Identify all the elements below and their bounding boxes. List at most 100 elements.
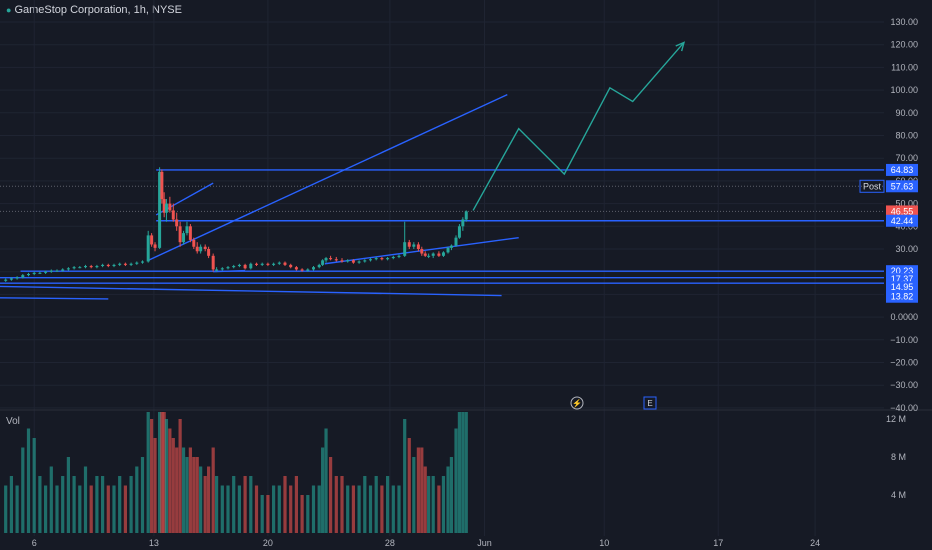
time-axis[interactable]: 6 13 20 28 Jun 10 17 24	[32, 538, 820, 548]
candle-body	[266, 263, 270, 265]
time-tick-label: 13	[149, 538, 159, 548]
volume-bar	[441, 476, 446, 533]
volume-bar	[195, 457, 199, 533]
candle-body	[363, 260, 367, 262]
volume-bar	[407, 438, 411, 533]
volume-bar	[237, 485, 241, 533]
price-tick-label: −40.00	[890, 403, 918, 413]
earnings-icon[interactable]	[643, 396, 657, 410]
volume-bar	[203, 476, 207, 533]
volume-bar	[437, 485, 441, 533]
candle-body	[294, 267, 298, 270]
volume-bar	[4, 485, 8, 533]
candle-body	[386, 258, 390, 260]
trendline[interactable]	[147, 94, 508, 261]
volume-tick-label: 4 M	[891, 490, 906, 500]
candle-body	[192, 239, 196, 247]
candle-body	[55, 270, 59, 272]
volume-bar	[397, 485, 401, 533]
candle-body	[15, 277, 19, 279]
candle-body	[84, 266, 87, 268]
candle-body	[237, 264, 241, 267]
candle-body	[61, 269, 65, 271]
candle-body	[220, 268, 224, 270]
volume-bar	[188, 447, 192, 533]
candle-body	[49, 270, 53, 272]
candle-body	[66, 268, 70, 270]
volume-bar	[118, 476, 122, 533]
candle-body	[243, 264, 247, 269]
volume-bar	[283, 476, 287, 533]
volume-bar	[243, 476, 247, 533]
price-tick-label: −20.00	[890, 358, 918, 368]
volume-bar	[153, 438, 157, 533]
projection-path[interactable]	[472, 41, 686, 211]
candle-body	[89, 266, 93, 268]
horizontal-levels[interactable]	[0, 169, 884, 284]
volume-bar	[72, 476, 76, 533]
trendline[interactable]	[213, 269, 246, 273]
volume-label: Vol	[6, 416, 20, 427]
volume-bar	[160, 412, 164, 533]
level-price-box	[886, 281, 918, 294]
volume-bar	[123, 485, 127, 533]
volume-bar	[26, 428, 31, 533]
candle-body	[4, 279, 8, 281]
candle-body	[164, 203, 168, 213]
candle-body	[427, 255, 431, 257]
post-price-box	[886, 180, 918, 193]
volume-tick-label: 8 M	[891, 452, 906, 462]
volume-bar	[363, 476, 367, 533]
volume-bar	[49, 466, 53, 533]
candles	[4, 167, 468, 282]
volume-bar	[391, 485, 395, 533]
earnings-glyph: E	[647, 399, 652, 408]
candle-body	[72, 267, 76, 269]
volume-bar	[423, 466, 427, 533]
volume-bar	[431, 476, 435, 533]
candle-body	[437, 253, 441, 256]
candle-body	[199, 246, 203, 252]
candle-body	[306, 269, 310, 271]
volume-bar	[220, 485, 224, 533]
candle-body	[312, 267, 315, 270]
candle-body	[44, 271, 48, 273]
trendline[interactable]	[0, 285, 502, 297]
candle-body	[283, 262, 287, 265]
event-markers[interactable]: ⚡ E	[570, 396, 657, 410]
volume-bar	[368, 485, 373, 533]
candle-body	[27, 273, 30, 276]
lightning-icon[interactable]	[570, 396, 584, 410]
price-tick-label: 90.00	[895, 108, 918, 118]
volume-bar	[266, 495, 270, 533]
candle-body	[461, 219, 465, 227]
candle-body	[369, 259, 372, 261]
volume-bar	[334, 476, 338, 533]
price-tick-label: −30.00	[890, 380, 918, 390]
volume-bar	[211, 447, 215, 533]
last-price-box	[886, 205, 918, 218]
volume-bar	[446, 466, 450, 533]
volume-bar	[324, 428, 328, 533]
price-tick-label: 110.00	[891, 62, 918, 72]
candle-body	[153, 244, 157, 248]
volume-bar	[15, 485, 19, 533]
trendlines[interactable]	[0, 94, 519, 300]
volume-bars	[4, 412, 468, 533]
volume-bar	[427, 476, 431, 533]
volume-bar	[215, 476, 219, 533]
candle-body	[160, 171, 164, 200]
trendline[interactable]	[0, 297, 109, 300]
level-price-box	[886, 214, 918, 227]
post-price-label: 57.63	[891, 181, 914, 191]
symbol-title-text: GameStop Corporation, 1h, NYSE	[14, 4, 182, 16]
symbol-title[interactable]: ● GameStop Corporation, 1h, NYSE	[6, 4, 182, 16]
volume-bar	[112, 485, 116, 533]
projection-line[interactable]	[472, 41, 685, 211]
volume-bar	[449, 457, 454, 533]
candle-body	[168, 203, 172, 211]
candle-body	[188, 226, 192, 240]
volume-bar	[374, 476, 378, 533]
volume-bar	[461, 412, 465, 533]
